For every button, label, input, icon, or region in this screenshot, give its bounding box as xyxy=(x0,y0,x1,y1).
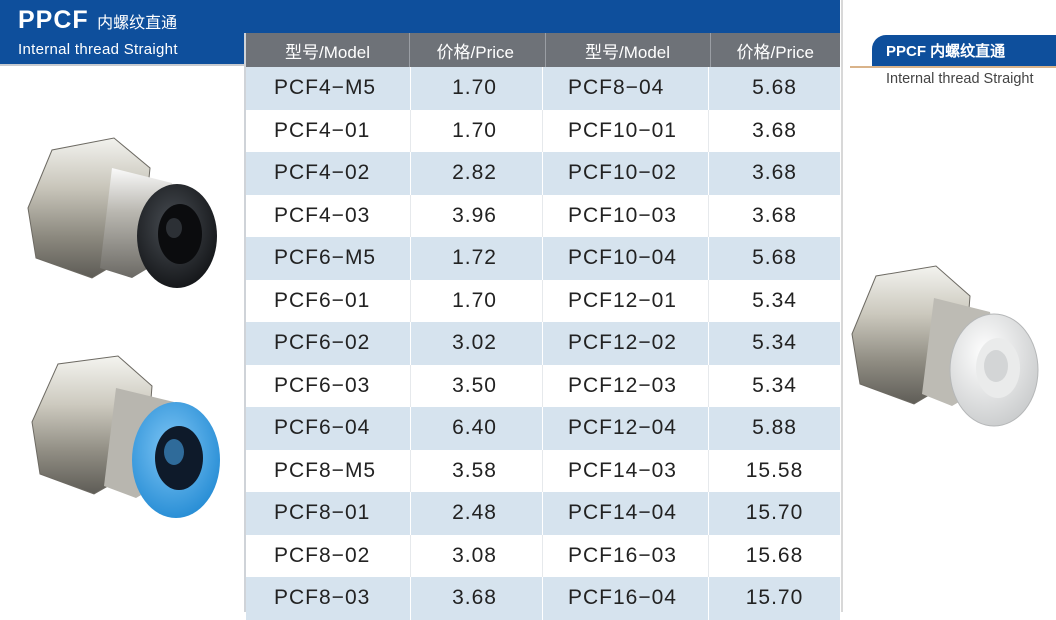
product-image-blue-fitting xyxy=(28,352,228,532)
table-row: PCF4−M5 1.70 PCF8−04 5.68 xyxy=(246,67,840,110)
col-header-model-2: 型号/Model xyxy=(546,33,711,67)
price-cell: 15.58 xyxy=(745,458,804,482)
product-image-white-fitting xyxy=(848,258,1048,438)
price-cell: 15.68 xyxy=(745,543,804,567)
price-cell: 5.68 xyxy=(752,76,797,100)
model-cell: PCF14−04 xyxy=(543,492,709,535)
price-cell: 1.70 xyxy=(411,67,543,110)
model-cell: PCF6−02 xyxy=(246,322,411,365)
model-cell: PCF12−02 xyxy=(543,322,709,365)
model-cell: PCF6−01 xyxy=(246,279,411,322)
divider-left xyxy=(244,33,246,612)
table-row: PCF6−03 3.50 PCF12−03 5.34 xyxy=(246,364,840,407)
side-tag-underline xyxy=(850,66,1056,68)
price-cell: 3.96 xyxy=(411,194,543,237)
price-cell: 2.82 xyxy=(411,152,543,195)
price-cell: 3.02 xyxy=(411,322,543,365)
model-cell: PCF14−03 xyxy=(543,449,709,492)
model-cell: PCF4−02 xyxy=(246,152,411,195)
model-cell: PCF4−01 xyxy=(246,109,411,152)
model-cell: PCF8−M5 xyxy=(246,449,411,492)
price-cell: 5.34 xyxy=(752,331,797,355)
price-cell: 3.68 xyxy=(752,203,797,227)
model-cell: PCF8−04 xyxy=(543,67,709,110)
model-cell: PCF8−03 xyxy=(246,577,411,620)
table-row: PCF8−M5 3.58 PCF14−03 15.58 xyxy=(246,449,840,492)
model-cell: PCF4−03 xyxy=(246,194,411,237)
model-cell: PCF12−03 xyxy=(543,364,709,407)
table-row: PCF8−01 2.48 PCF14−04 15.70 xyxy=(246,492,840,535)
model-cell: PCF6−04 xyxy=(246,407,411,450)
model-cell: PCF4−M5 xyxy=(246,67,411,110)
price-cell: 2.48 xyxy=(411,492,543,535)
price-cell: 15.70 xyxy=(745,586,804,610)
table-row: PCF6−01 1.70 PCF12−01 5.34 xyxy=(246,279,840,322)
model-cell: PCF8−01 xyxy=(246,492,411,535)
price-cell: 5.34 xyxy=(752,288,797,312)
table-header: 型号/Model 价格/Price 型号/Model 价格/Price xyxy=(246,33,840,67)
price-cell: 1.70 xyxy=(411,279,543,322)
model-cell: PCF10−01 xyxy=(543,109,709,152)
table-row: PCF6−02 3.02 PCF12−02 5.34 xyxy=(246,322,840,365)
table-row: PCF4−03 3.96 PCF10−03 3.68 xyxy=(246,194,840,237)
col-header-model-1: 型号/Model xyxy=(246,33,411,67)
table-row: PCF8−03 3.68 PCF16−04 15.70 xyxy=(246,577,840,620)
title-en: PPCF xyxy=(18,6,89,34)
model-cell: PCF8−02 xyxy=(246,534,411,577)
price-cell: 5.88 xyxy=(752,416,797,440)
price-cell: 1.72 xyxy=(411,237,543,280)
side-tag: PPCF 内螺纹直通 xyxy=(872,35,1056,66)
model-cell: PCF10−04 xyxy=(543,237,709,280)
table-row: PCF8−02 3.08 PCF16−03 15.68 xyxy=(246,534,840,577)
table-body: PCF4−M5 1.70 PCF8−04 5.68 PCF4−01 1.70 PCF10−0… xyxy=(246,67,840,620)
model-cell: PCF10−02 xyxy=(543,152,709,195)
table-row: PCF4−02 2.82 PCF10−02 3.68 xyxy=(246,152,840,195)
model-cell: PCF12−01 xyxy=(543,279,709,322)
title-cn: 内螺纹直通 xyxy=(97,15,178,32)
col-header-price-2: 价格/Price xyxy=(736,42,814,62)
price-cell: 6.40 xyxy=(411,407,543,450)
model-cell: PCF10−03 xyxy=(543,194,709,237)
model-cell: PCF16−03 xyxy=(543,534,709,577)
model-cell: PCF12−04 xyxy=(543,407,709,450)
col-header-price-1: 价格/Price xyxy=(410,33,546,67)
table-row: PCF4−01 1.70 PCF10−01 3.68 xyxy=(246,109,840,152)
price-cell: 3.68 xyxy=(752,161,797,185)
price-cell: 1.70 xyxy=(411,109,543,152)
side-tag-subtitle: Internal thread Straight xyxy=(886,71,1034,87)
price-cell: 15.70 xyxy=(745,501,804,525)
price-cell: 3.68 xyxy=(411,577,543,620)
model-cell: PCF16−04 xyxy=(543,577,709,620)
price-cell: 3.50 xyxy=(411,364,543,407)
model-cell: PCF6−M5 xyxy=(246,237,411,280)
price-cell: 5.68 xyxy=(752,246,797,270)
table-row: PCF6−04 6.40 PCF12−04 5.88 xyxy=(246,407,840,450)
price-cell: 5.34 xyxy=(752,373,797,397)
product-image-black-fitting xyxy=(22,128,222,308)
page-title: PPCF 内螺纹直通 xyxy=(18,6,177,35)
model-cell: PCF6−03 xyxy=(246,364,411,407)
price-cell: 3.68 xyxy=(752,118,797,142)
page-subtitle: Internal thread Straight xyxy=(18,41,178,58)
table-row: PCF6−M5 1.72 PCF10−04 5.68 xyxy=(246,237,840,280)
price-cell: 3.58 xyxy=(411,449,543,492)
price-table: 型号/Model 价格/Price 型号/Model 价格/Price PCF4… xyxy=(246,33,840,620)
price-cell: 3.08 xyxy=(411,534,543,577)
divider-right xyxy=(841,0,843,612)
